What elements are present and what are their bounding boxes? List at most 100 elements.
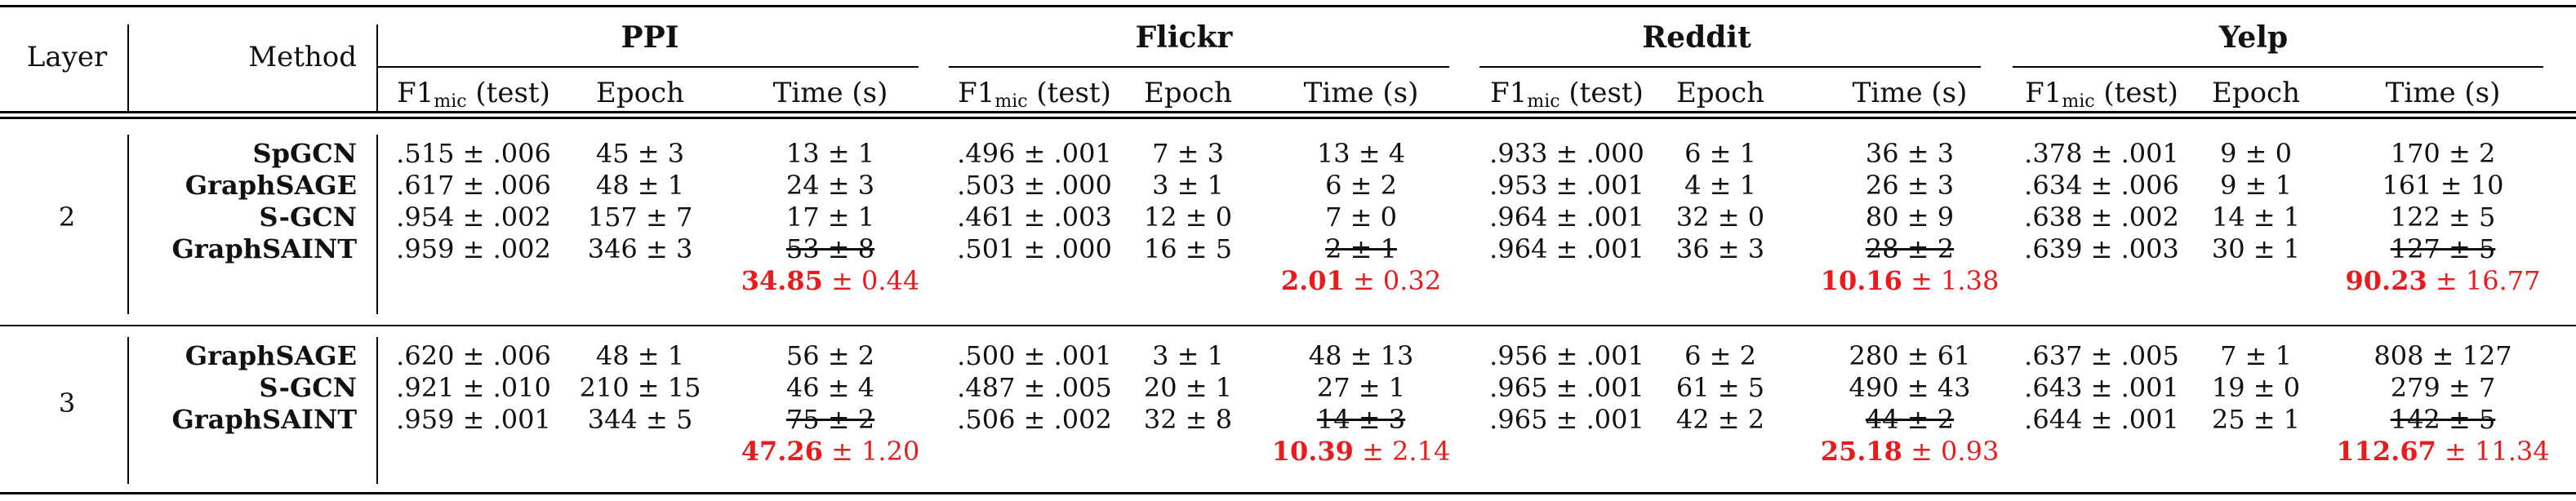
method-label: GraphSAGE	[185, 170, 357, 201]
table-cell: 80 ± 9	[1865, 202, 1955, 233]
table-cell: 27 ± 1	[1316, 372, 1406, 403]
highlighted-time-cell: 47.26 ± 1.20	[741, 435, 920, 468]
subheader-time-2: Time (s)	[1852, 77, 1968, 109]
subheader-epoch-3: Epoch	[2212, 77, 2300, 109]
highlighted-time-error: ± 0.32	[1344, 265, 1442, 296]
highlighted-time-value: 90.23	[2345, 265, 2427, 296]
highlighted-time-cell: 10.16 ± 1.38	[1821, 264, 2000, 297]
table-cell: 48 ± 1	[595, 170, 685, 201]
layer-label-3: 3	[58, 388, 76, 419]
table-cell: 20 ± 1	[1143, 372, 1233, 403]
struck-time-cell: 127 ± 5	[2390, 233, 2496, 264]
table-cell: .921 ± .010	[396, 372, 551, 403]
table-cell: 7 ± 1	[2220, 340, 2292, 371]
table-cell: 56 ± 2	[785, 340, 875, 371]
table-cell: .933 ± .000	[1489, 138, 1644, 169]
struck-time-cell: 14 ± 3	[1316, 404, 1406, 435]
table-cell: 24 ± 3	[785, 170, 875, 201]
table-cell: .964 ± .001	[1489, 202, 1644, 233]
table-cell: 26 ± 3	[1865, 170, 1955, 201]
table-cell: 45 ± 3	[595, 138, 685, 169]
table-cell: 280 ± 61	[1849, 340, 1971, 371]
dataset-header-reddit: Reddit	[1642, 20, 1751, 55]
dataset-header-ppi: PPI	[621, 20, 679, 55]
highlighted-time-value: 10.39	[1271, 436, 1354, 467]
table-cell: 17 ± 1	[785, 202, 875, 233]
table-cell: .644 ± .001	[2024, 404, 2179, 435]
f1-subscript: mic	[1527, 91, 1560, 112]
highlighted-time-error: ± 1.20	[822, 436, 920, 467]
table-cell: 46 ± 4	[785, 372, 875, 403]
highlighted-time-value: 47.26	[741, 436, 823, 467]
table-cell: 16 ± 5	[1143, 233, 1233, 264]
table-cell: 170 ± 2	[2390, 138, 2496, 169]
subheader-f1-1: F1mic (test)	[958, 77, 1111, 118]
table-cell: .506 ± .002	[957, 404, 1112, 435]
f1-label: F1	[958, 77, 995, 109]
method-label: S-GCN	[259, 372, 357, 403]
header-vrule-1	[127, 24, 129, 113]
struck-time-cell: 2 ± 1	[1325, 233, 1397, 264]
table-cell: 490 ± 43	[1849, 372, 1971, 403]
table-cell: 157 ± 7	[587, 202, 693, 233]
table-cell: 6 ± 2	[1684, 340, 1756, 371]
table-cell: .643 ± .001	[2024, 372, 2179, 403]
table-cell: 48 ± 1	[595, 340, 685, 371]
highlighted-time-error: ± 0.44	[822, 265, 920, 296]
table-cell: .959 ± .001	[396, 404, 551, 435]
table-cell: .965 ± .001	[1489, 372, 1644, 403]
highlighted-time-cell: 34.85 ± 0.44	[741, 264, 920, 297]
f1-subscript: mic	[994, 91, 1028, 112]
subheader-epoch-2: Epoch	[1676, 77, 1764, 109]
struck-time-cell: 53 ± 8	[785, 233, 875, 264]
struck-time-cell: 28 ± 2	[1865, 233, 1955, 264]
block1-vrule-2	[376, 135, 378, 314]
table-cell: 9 ± 0	[2220, 138, 2292, 169]
table-cell: 36 ± 3	[1675, 233, 1765, 264]
highlighted-time-cell: 10.39 ± 2.14	[1272, 435, 1451, 468]
table-cell: 210 ± 15	[579, 372, 701, 403]
f1-tail: (test)	[466, 77, 550, 109]
table-cell: .964 ± .001	[1489, 233, 1644, 264]
highlighted-time-error: ± 11.34	[2436, 436, 2550, 467]
f1-label: F1	[1490, 77, 1528, 109]
layer-label-2: 2	[58, 201, 76, 233]
table-cell: .515 ± .006	[396, 138, 551, 169]
method-label: SpGCN	[252, 138, 357, 169]
subheader-epoch-1: Epoch	[1144, 77, 1232, 109]
highlighted-time-error: ± 16.77	[2427, 265, 2541, 296]
table-cell: 122 ± 5	[2390, 202, 2496, 233]
method-label: S-GCN	[259, 202, 357, 233]
table-cell: .953 ± .001	[1489, 170, 1644, 201]
table-cell: .461 ± .003	[957, 202, 1112, 233]
table-cell: 7 ± 0	[1325, 202, 1397, 233]
group-underline-0	[377, 66, 919, 68]
group-underline-2	[1479, 66, 1981, 68]
table-cell: 3 ± 1	[1152, 340, 1224, 371]
subheader-f1-3: F1mic (test)	[2025, 77, 2178, 118]
table-cell: .965 ± .001	[1489, 404, 1644, 435]
table-cell: 36 ± 3	[1865, 138, 1955, 169]
table-cell: 6 ± 2	[1325, 170, 1397, 201]
table-cell: 30 ± 1	[2211, 233, 2301, 264]
block2-vrule-2	[376, 337, 378, 484]
table-cell: 32 ± 8	[1143, 404, 1233, 435]
f1-subscript: mic	[434, 91, 467, 112]
header-vrule-2	[376, 24, 378, 113]
highlighted-time-value: 10.16	[1820, 265, 1902, 296]
f1-subscript: mic	[2062, 91, 2095, 112]
subheader-epoch-0: Epoch	[596, 77, 684, 109]
table-cell: .617 ± .006	[396, 170, 551, 201]
subheader-time-0: Time (s)	[772, 77, 888, 109]
table-cell: 808 ± 127	[2374, 340, 2512, 371]
table-cell: .496 ± .001	[957, 138, 1112, 169]
table-cell: 344 ± 5	[587, 404, 693, 435]
method-label: GraphSAINT	[171, 233, 357, 264]
table-cell: 9 ± 1	[2220, 170, 2292, 201]
struck-time-cell: 142 ± 5	[2390, 404, 2496, 435]
table-cell: .501 ± .000	[957, 233, 1112, 264]
table-cell: 13 ± 1	[785, 138, 875, 169]
table-cell: 4 ± 1	[1684, 170, 1756, 201]
table-cell: .956 ± .001	[1489, 340, 1644, 371]
bottom-rule	[0, 492, 2576, 494]
